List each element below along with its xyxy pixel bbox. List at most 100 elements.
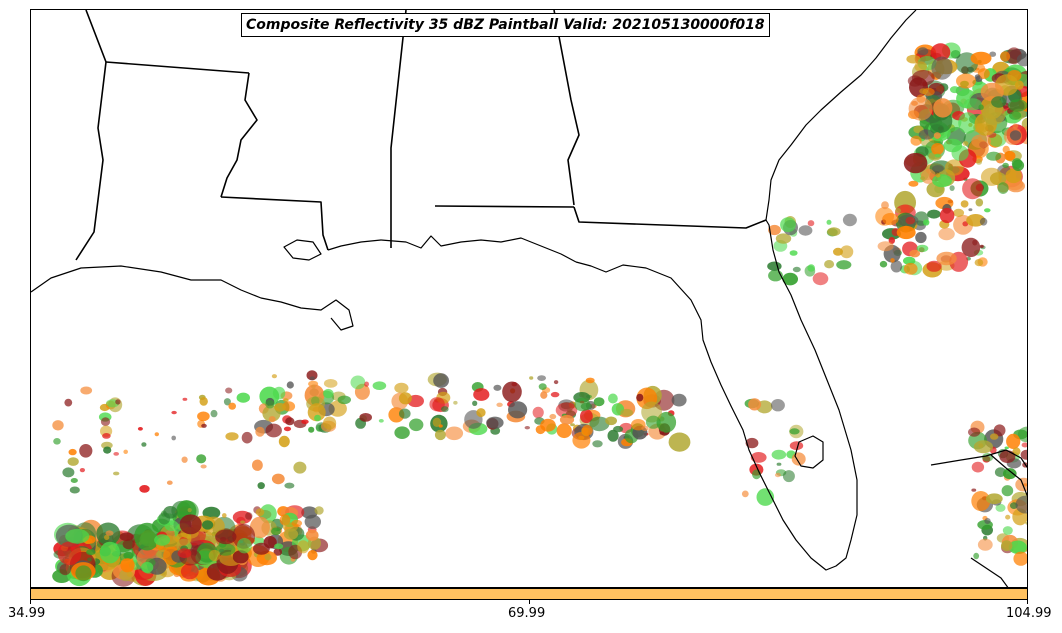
reflectivity-blob (307, 550, 318, 561)
reflectivity-blob (473, 388, 490, 401)
reflectivity-blob (496, 402, 503, 407)
reflectivity-blob (792, 266, 801, 273)
reflectivity-blob (984, 208, 991, 213)
reflectivity-blob (989, 51, 997, 57)
reflectivity-blob (62, 467, 75, 478)
reflectivity-blob (807, 264, 815, 272)
reflectivity-blob (445, 426, 464, 441)
reflectivity-blob (119, 532, 134, 541)
reflectivity-blob (57, 541, 82, 566)
reflectivity-blob (486, 416, 504, 429)
reflectivity-blob (944, 159, 964, 176)
reflectivity-blob (1003, 468, 1017, 480)
reflectivity-blob (574, 397, 591, 412)
reflectivity-blob (559, 414, 575, 425)
reflectivity-blob (171, 435, 176, 441)
reflectivity-blob (931, 143, 944, 155)
reflectivity-blob (249, 516, 270, 539)
reflectivity-blob (59, 564, 71, 576)
colorbar-tick-label-middle: 69.99 (508, 606, 546, 621)
reflectivity-blob (968, 208, 973, 212)
reflectivity-blob (103, 446, 112, 454)
lake-pontchartrain (283, 239, 322, 261)
reflectivity-blob (985, 493, 1003, 505)
reflectivity-blob (378, 419, 384, 423)
reflectivity-blob (997, 182, 1009, 195)
reflectivity-blob (398, 392, 412, 405)
reflectivity-blob (223, 398, 231, 406)
reflectivity-blob (105, 530, 114, 536)
reflectivity-blob (210, 409, 218, 418)
reflectivity-blob (283, 398, 289, 402)
reflectivity-blob (80, 386, 93, 395)
reflectivity-blob (991, 96, 1007, 108)
reflectivity-blob (824, 260, 835, 269)
reflectivity-blob (441, 406, 449, 413)
reflectivity-blob (671, 393, 687, 407)
map-title: Composite Reflectivity 35 dBZ Paintball … (241, 13, 770, 37)
reflectivity-blob (166, 480, 173, 485)
coast-tx-la (31, 265, 354, 331)
reflectivity-blob (961, 237, 981, 258)
reflectivity-blob (502, 381, 522, 403)
reflectivity-blob (283, 426, 292, 432)
reflectivity-blob (918, 129, 935, 140)
reflectivity-blob (493, 384, 502, 391)
reflectivity-blob (556, 423, 572, 439)
reflectivity-blob (79, 468, 85, 473)
reflectivity-blob (932, 165, 944, 173)
reflectivity-blob (182, 397, 188, 401)
reflectivity-blob (253, 542, 270, 555)
reflectivity-blob (264, 553, 272, 561)
reflectivity-blob (768, 224, 781, 236)
reflectivity-blob (245, 512, 253, 520)
reflectivity-blob (748, 398, 762, 411)
reflectivity-blob (314, 506, 324, 515)
reflectivity-blob (359, 413, 373, 422)
colorbar-tick-middle (529, 600, 530, 604)
reflectivity-blob (508, 401, 528, 419)
reflectivity-blob (934, 153, 941, 158)
reflectivity-blob (896, 225, 916, 240)
reflectivity-blob (1002, 145, 1010, 154)
reflectivity-blob (141, 561, 154, 573)
reflectivity-blob (268, 416, 276, 423)
reflectivity-blob (293, 461, 307, 474)
reflectivity-blob (881, 201, 889, 210)
reflectivity-blob (200, 464, 207, 469)
reflectivity-blob (915, 231, 927, 244)
reflectivity-blob (538, 383, 547, 390)
reflectivity-blob (911, 70, 935, 86)
reflectivity-blob (549, 413, 557, 420)
reflectivity-blob (956, 73, 976, 89)
reflectivity-blob (908, 96, 933, 121)
reflectivity-blob (163, 506, 178, 519)
reflectivity-blob (979, 244, 984, 248)
reflectivity-blob (432, 417, 442, 427)
reflectivity-blob (938, 227, 955, 241)
reflectivity-blob (215, 529, 237, 545)
reflectivity-blob (285, 417, 295, 426)
reflectivity-blob (154, 432, 159, 437)
reflectivity-blob (645, 415, 661, 429)
reflectivity-blob (394, 382, 409, 394)
reflectivity-blob (123, 449, 128, 454)
reflectivity-blob (933, 132, 941, 139)
reflectivity-blob (962, 221, 969, 227)
reflectivity-blob (812, 272, 829, 286)
reflectivity-blob (309, 376, 315, 381)
reflectivity-blob (555, 402, 578, 419)
reflectivity-blob (241, 431, 253, 444)
reflectivity-blob (782, 272, 798, 286)
reflectivity-blob (1009, 111, 1022, 120)
reflectivity-blob (283, 528, 299, 540)
reflectivity-blob (550, 391, 560, 398)
reflectivity-blob (271, 473, 285, 485)
reflectivity-blob (917, 47, 929, 56)
reflectivity-blob (141, 442, 147, 447)
colorbar-tick-right (1027, 600, 1028, 604)
reflectivity-blob (984, 518, 991, 524)
reflectivity-blob (993, 424, 1006, 437)
reflectivity-blob (953, 208, 965, 217)
reflectivity-blob (86, 549, 96, 556)
